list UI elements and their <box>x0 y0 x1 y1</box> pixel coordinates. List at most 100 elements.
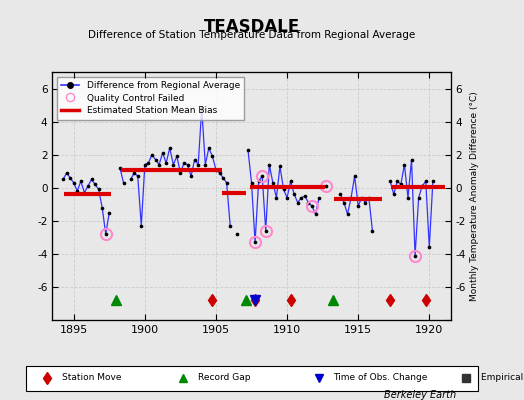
Point <box>205 145 213 151</box>
Point <box>137 222 146 229</box>
FancyBboxPatch shape <box>26 366 478 390</box>
Point <box>265 161 274 168</box>
Point <box>98 204 106 211</box>
Text: TEASDALE: TEASDALE <box>203 18 300 36</box>
Point <box>351 173 359 179</box>
Point <box>155 161 163 168</box>
Point <box>354 203 363 209</box>
Point <box>429 178 437 184</box>
Point <box>301 193 309 199</box>
Point <box>386 178 395 184</box>
Point <box>343 211 352 217</box>
Point <box>397 181 405 188</box>
Point <box>340 200 348 206</box>
Point <box>176 170 184 176</box>
Point <box>407 156 416 163</box>
Point <box>404 194 412 201</box>
Point <box>400 161 409 168</box>
Point <box>126 176 135 183</box>
Text: Difference of Station Temperature Data from Regional Average: Difference of Station Temperature Data f… <box>88 30 415 40</box>
Point <box>361 200 369 206</box>
Point <box>187 173 195 179</box>
Point <box>151 156 160 163</box>
Point <box>130 170 138 176</box>
Point <box>251 239 259 246</box>
Point <box>194 161 202 168</box>
Point <box>84 183 92 189</box>
Point <box>66 175 74 181</box>
Point <box>144 160 152 166</box>
Point <box>158 150 167 156</box>
Point <box>119 180 128 186</box>
Legend: Difference from Regional Average, Quality Control Failed, Estimated Station Mean: Difference from Regional Average, Qualit… <box>57 76 245 120</box>
Point <box>425 244 433 250</box>
Point <box>315 194 323 201</box>
Point <box>94 186 103 192</box>
Point <box>91 181 99 188</box>
Point <box>116 165 124 171</box>
Point <box>208 153 216 160</box>
Point <box>219 175 227 181</box>
Point <box>287 178 295 184</box>
Y-axis label: Monthly Temperature Anomaly Difference (°C): Monthly Temperature Anomaly Difference (… <box>470 91 479 301</box>
Point <box>201 161 210 168</box>
Point <box>276 163 284 170</box>
Point <box>148 152 156 158</box>
Text: Empirical Break: Empirical Break <box>481 374 524 382</box>
Point <box>261 228 270 234</box>
Point <box>304 200 313 206</box>
Point <box>322 183 331 189</box>
Point <box>223 180 231 186</box>
Point <box>88 176 96 183</box>
Point <box>414 194 423 201</box>
Point <box>183 161 192 168</box>
Point <box>166 145 174 151</box>
Point <box>297 194 305 201</box>
Point <box>134 173 142 179</box>
Point <box>308 203 316 209</box>
Point <box>80 190 89 196</box>
Point <box>233 231 242 237</box>
Point <box>226 222 234 229</box>
Point <box>347 194 355 201</box>
Point <box>279 186 288 192</box>
Point <box>70 180 78 186</box>
Text: Station Move: Station Move <box>62 374 122 382</box>
Point <box>258 173 266 179</box>
Point <box>283 194 291 201</box>
Point <box>357 194 366 201</box>
Point <box>290 191 298 198</box>
Point <box>173 153 181 160</box>
Point <box>105 209 114 216</box>
Text: Berkeley Earth: Berkeley Earth <box>384 390 456 400</box>
Point <box>73 188 82 194</box>
Point <box>293 200 302 206</box>
Point <box>421 178 430 184</box>
Point <box>77 178 85 184</box>
Point <box>365 194 373 201</box>
Point <box>102 231 110 237</box>
Point <box>418 183 427 189</box>
Point <box>162 160 170 166</box>
Point <box>212 166 220 173</box>
Point <box>255 178 263 184</box>
Point <box>59 176 67 183</box>
Point <box>190 156 199 163</box>
Point <box>180 160 188 166</box>
Point <box>368 228 377 234</box>
Point <box>140 161 149 168</box>
Point <box>272 194 280 201</box>
Point <box>198 105 206 112</box>
Point <box>411 252 419 259</box>
Point <box>336 191 345 198</box>
Point <box>269 180 277 186</box>
Point <box>244 146 252 153</box>
Text: Time of Obs. Change: Time of Obs. Change <box>333 374 428 382</box>
Point <box>311 211 320 217</box>
Text: Record Gap: Record Gap <box>198 374 250 382</box>
Point <box>393 178 401 184</box>
Point <box>215 170 224 176</box>
Point <box>247 180 256 186</box>
Point <box>389 191 398 198</box>
Point <box>62 170 71 176</box>
